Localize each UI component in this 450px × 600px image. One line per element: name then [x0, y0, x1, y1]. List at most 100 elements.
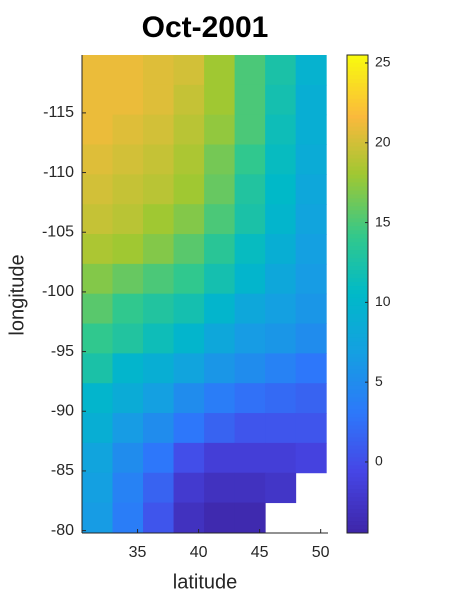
colorbar-segment	[347, 186, 368, 191]
cell	[82, 442, 114, 474]
colorbar-segment	[347, 242, 368, 247]
y-tick-label: -105	[42, 223, 74, 240]
cell	[234, 413, 266, 444]
cell	[112, 144, 144, 175]
colorbar-segment	[347, 517, 368, 522]
colorbar-segment	[347, 154, 368, 160]
cell	[82, 323, 114, 354]
cell	[204, 174, 236, 205]
cell	[234, 293, 266, 325]
colorbar-segment	[347, 313, 368, 319]
cell	[112, 383, 144, 414]
cell	[143, 144, 175, 175]
colorbar-segment	[347, 218, 368, 223]
cell	[265, 144, 297, 175]
colorbar-tick-label: 0	[375, 453, 383, 469]
colorbar-segment	[347, 126, 368, 132]
cell	[265, 204, 297, 235]
colorbar-segment	[347, 122, 368, 128]
cell	[204, 114, 236, 146]
cell	[143, 413, 175, 444]
cell	[234, 55, 266, 86]
colorbar-segment	[347, 513, 368, 518]
cell	[295, 144, 327, 175]
colorbar-segment	[347, 365, 368, 371]
cell	[265, 383, 297, 414]
cell	[112, 472, 144, 504]
colorbar-segment	[347, 409, 368, 414]
colorbar-segment	[347, 202, 368, 207]
cell	[204, 413, 236, 444]
cell	[234, 114, 266, 146]
colorbar-segment	[347, 106, 368, 112]
colorbar-segment	[347, 377, 368, 383]
x-tick-label: 35	[129, 544, 147, 561]
colorbar-segment	[347, 345, 368, 351]
cell	[204, 293, 236, 325]
colorbar-segment	[347, 262, 368, 267]
cell	[204, 84, 236, 116]
cell	[295, 234, 327, 265]
cell	[173, 323, 205, 354]
colorbar-segment	[347, 102, 368, 108]
colorbar-segment	[347, 445, 368, 450]
colorbar-segment	[347, 290, 368, 295]
cell	[234, 204, 266, 235]
colorbar-frame	[346, 54, 369, 534]
cell	[143, 263, 175, 295]
colorbar-segment	[347, 282, 368, 287]
cell	[143, 383, 175, 414]
cell	[265, 353, 297, 384]
y-tick-label: -90	[51, 402, 74, 419]
cell	[234, 442, 266, 474]
colorbar-segment	[347, 190, 368, 195]
colorbar-segment	[347, 74, 368, 80]
cell	[204, 234, 236, 265]
colorbar-tick-label: 5	[375, 373, 383, 389]
colorbar-segment	[347, 489, 368, 494]
x-tick-label: 40	[190, 544, 208, 561]
colorbar-segment	[347, 142, 368, 148]
cell	[234, 383, 266, 414]
cell	[295, 323, 327, 354]
y-tick-label: -100	[42, 283, 74, 300]
colorbar-segment	[347, 381, 368, 387]
cell	[234, 263, 266, 295]
colorbar-segment	[347, 210, 368, 215]
cell	[112, 323, 144, 354]
colorbar-segment	[347, 90, 368, 96]
cell	[234, 174, 266, 205]
cell	[82, 472, 114, 504]
colorbar-segment	[347, 174, 368, 179]
colorbar-segment	[347, 461, 368, 466]
colorbar-segment	[347, 178, 368, 183]
colorbar-segment	[347, 62, 368, 68]
cell	[295, 442, 327, 474]
colorbar-segment	[347, 481, 368, 486]
cell	[295, 263, 327, 295]
colorbar-segment	[347, 246, 368, 251]
cell	[143, 353, 175, 384]
cell	[295, 413, 327, 444]
colorbar-segment	[347, 333, 368, 339]
colorbar-segment	[347, 473, 368, 478]
cell	[234, 472, 266, 504]
cell	[265, 234, 297, 265]
colorbar-segment	[347, 453, 368, 458]
colorbar-segment	[347, 477, 368, 482]
cell	[234, 84, 266, 116]
colorbar-segment	[347, 329, 368, 335]
colorbar-tick-label: 15	[375, 213, 391, 229]
cell	[112, 293, 144, 325]
cell	[173, 55, 205, 86]
colorbar-segment	[347, 134, 368, 140]
x-tick-label: 45	[251, 544, 269, 561]
colorbar-segment	[347, 501, 368, 506]
colorbar-segment	[347, 361, 368, 367]
colorbar-segment	[347, 130, 368, 136]
colorbar-segment	[347, 297, 368, 303]
cell	[112, 204, 144, 235]
cell	[143, 502, 175, 533]
y-axis-label: longitude	[6, 254, 28, 335]
